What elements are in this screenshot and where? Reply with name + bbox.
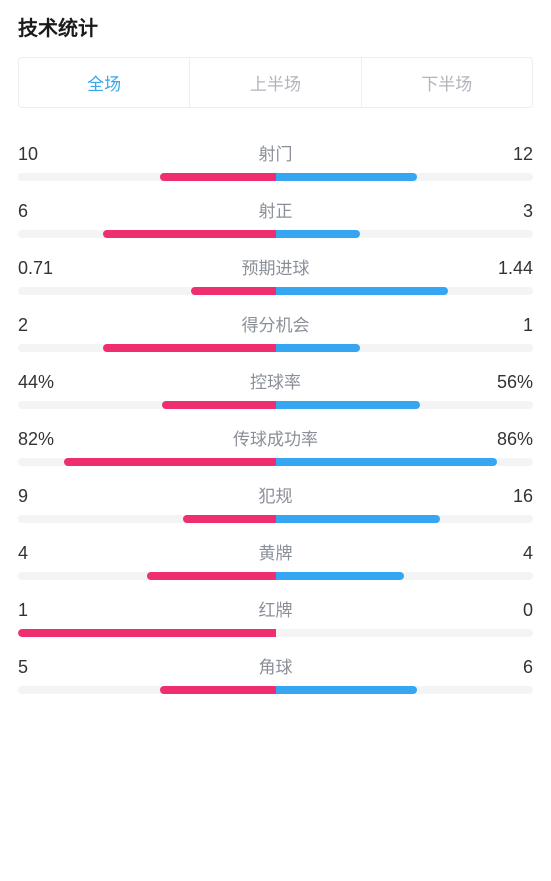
stat-right-value: 1 [483, 315, 533, 336]
stat-bar-left-fill [64, 458, 275, 466]
stat-label: 得分机会 [68, 311, 483, 336]
stat-right-value: 16 [483, 486, 533, 507]
stat-bar-left-fill [183, 515, 276, 523]
stat-right-value: 3 [483, 201, 533, 222]
stat-label: 预期进球 [68, 254, 483, 279]
stat-left-value: 44% [18, 372, 68, 393]
stat-row: 9犯规16 [18, 474, 533, 523]
stat-row: 4黄牌4 [18, 531, 533, 580]
stat-right-value: 4 [483, 543, 533, 564]
stat-bar [18, 686, 533, 694]
stat-bar-right-fill [276, 458, 497, 466]
stat-row: 0.71预期进球1.44 [18, 246, 533, 295]
stat-left-value: 4 [18, 543, 68, 564]
stat-left-value: 6 [18, 201, 68, 222]
stat-row: 5角球6 [18, 645, 533, 694]
stat-right-value: 6 [483, 657, 533, 678]
stat-row: 1红牌0 [18, 588, 533, 637]
stat-bar [18, 458, 533, 466]
stat-bar-left-fill [18, 629, 276, 637]
stat-bar [18, 515, 533, 523]
stat-bar [18, 344, 533, 352]
stat-bar [18, 629, 533, 637]
stat-bar-right-fill [276, 287, 449, 295]
stat-row: 6射正3 [18, 189, 533, 238]
stat-left-value: 0.71 [18, 258, 68, 279]
stat-label: 角球 [68, 653, 483, 678]
stat-left-value: 82% [18, 429, 68, 450]
stat-right-value: 12 [483, 144, 533, 165]
stat-left-value: 1 [18, 600, 68, 621]
stat-row: 82%传球成功率86% [18, 417, 533, 466]
stat-bar-right-fill [276, 401, 420, 409]
tab-0[interactable]: 全场 [19, 58, 190, 107]
stat-left-value: 2 [18, 315, 68, 336]
stat-right-value: 86% [483, 429, 533, 450]
stat-bar [18, 572, 533, 580]
stat-bar-right-fill [276, 173, 418, 181]
stat-right-value: 56% [483, 372, 533, 393]
tab-2[interactable]: 下半场 [362, 58, 532, 107]
stat-label: 红牌 [68, 596, 483, 621]
stat-right-value: 0 [483, 600, 533, 621]
stat-label: 控球率 [68, 368, 483, 393]
stat-bar-left-fill [103, 344, 276, 352]
stat-label: 射门 [68, 140, 483, 165]
stat-bar [18, 287, 533, 295]
stat-bar-left-fill [147, 572, 276, 580]
stat-row: 10射门12 [18, 132, 533, 181]
stat-label: 射正 [68, 197, 483, 222]
stat-bar [18, 230, 533, 238]
stat-bar-right-fill [276, 515, 441, 523]
stat-bar [18, 173, 533, 181]
stat-left-value: 10 [18, 144, 68, 165]
stat-bar-left-fill [160, 686, 276, 694]
stat-row: 44%控球率56% [18, 360, 533, 409]
stat-bar-left-fill [162, 401, 275, 409]
stat-bar [18, 401, 533, 409]
stat-bar-right-fill [276, 344, 361, 352]
stat-row: 2得分机会1 [18, 303, 533, 352]
stat-label: 犯规 [68, 482, 483, 507]
stat-bar-left-fill [160, 173, 276, 181]
stat-bar-left-fill [103, 230, 276, 238]
stat-left-value: 5 [18, 657, 68, 678]
tabs: 全场上半场下半场 [18, 57, 533, 108]
stat-bar-left-fill [191, 287, 276, 295]
stat-bar-right-fill [276, 572, 405, 580]
stats-list: 10射门126射正30.71预期进球1.442得分机会144%控球率56%82%… [18, 132, 533, 694]
stat-bar-right-fill [276, 686, 418, 694]
stat-right-value: 1.44 [483, 258, 533, 279]
stat-label: 传球成功率 [68, 425, 483, 450]
stat-bar-right-fill [276, 230, 361, 238]
stat-left-value: 9 [18, 486, 68, 507]
tab-1[interactable]: 上半场 [190, 58, 361, 107]
stat-label: 黄牌 [68, 539, 483, 564]
section-title: 技术统计 [18, 12, 533, 41]
